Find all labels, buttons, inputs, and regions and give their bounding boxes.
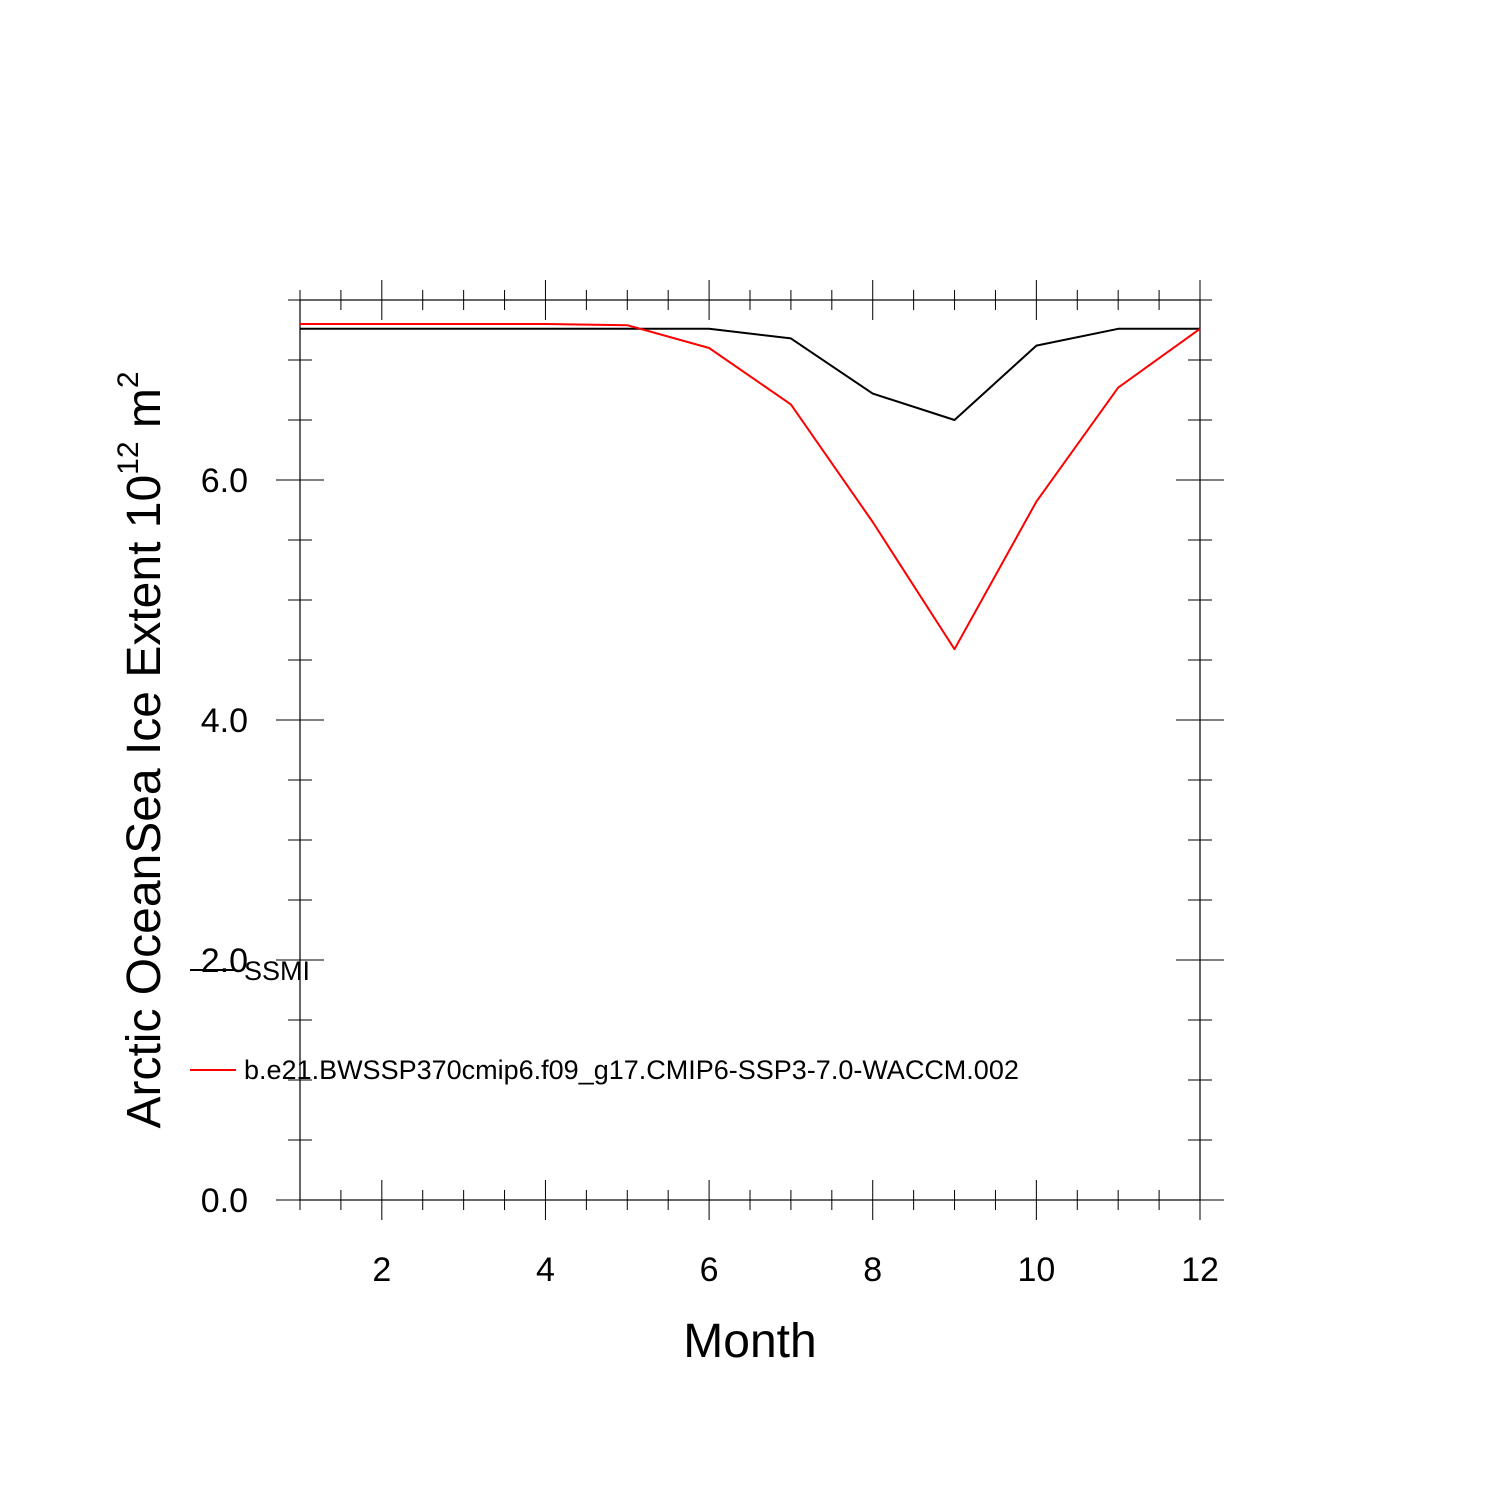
series-lines: [300, 323, 1201, 651]
series-line-ssmi: [300, 327, 1200, 421]
y-tick-label: 2.0: [201, 942, 248, 980]
x-tick-label: 10: [1017, 1251, 1055, 1289]
series-line-waccm: [300, 323, 1201, 651]
x-tick-label: 4: [536, 1251, 555, 1289]
x-tick-label: 6: [700, 1251, 719, 1289]
x-axis-title: Month: [683, 1315, 816, 1368]
y-tick-label: 0.0: [201, 1182, 248, 1220]
y-tick-label: 4.0: [201, 702, 248, 740]
x-tick-label: 12: [1181, 1251, 1219, 1289]
x-tick-label: 2: [372, 1251, 391, 1289]
y-axis-title-unit-exponent: 2: [112, 371, 145, 388]
y-tick-label: 6.0: [201, 462, 248, 500]
axis-ticks: [276, 280, 1224, 1220]
tick-labels: 2 4 6 8 10 12 0.0 2.0 4.0 6.0: [201, 462, 1219, 1289]
legend-label-ssmi: SSMI: [244, 956, 310, 986]
x-tick-label: 8: [863, 1251, 882, 1289]
y-axis-title-unit: m: [118, 388, 171, 441]
legend-label-waccm: b.e21.BWSSP370cmip6.f09_g17.CMIP6-SSP3-7…: [244, 1055, 1019, 1085]
y-axis-title-main: Arctic OceanSea Ice Extent 10: [118, 475, 171, 1129]
legend: SSMI b.e21.BWSSP370cmip6.f09_g17.CMIP6-S…: [190, 956, 1019, 1085]
y-axis-title-exponent: 12: [112, 441, 145, 474]
y-axis-title: Arctic OceanSea Ice Extent 1012 m2: [112, 371, 171, 1128]
